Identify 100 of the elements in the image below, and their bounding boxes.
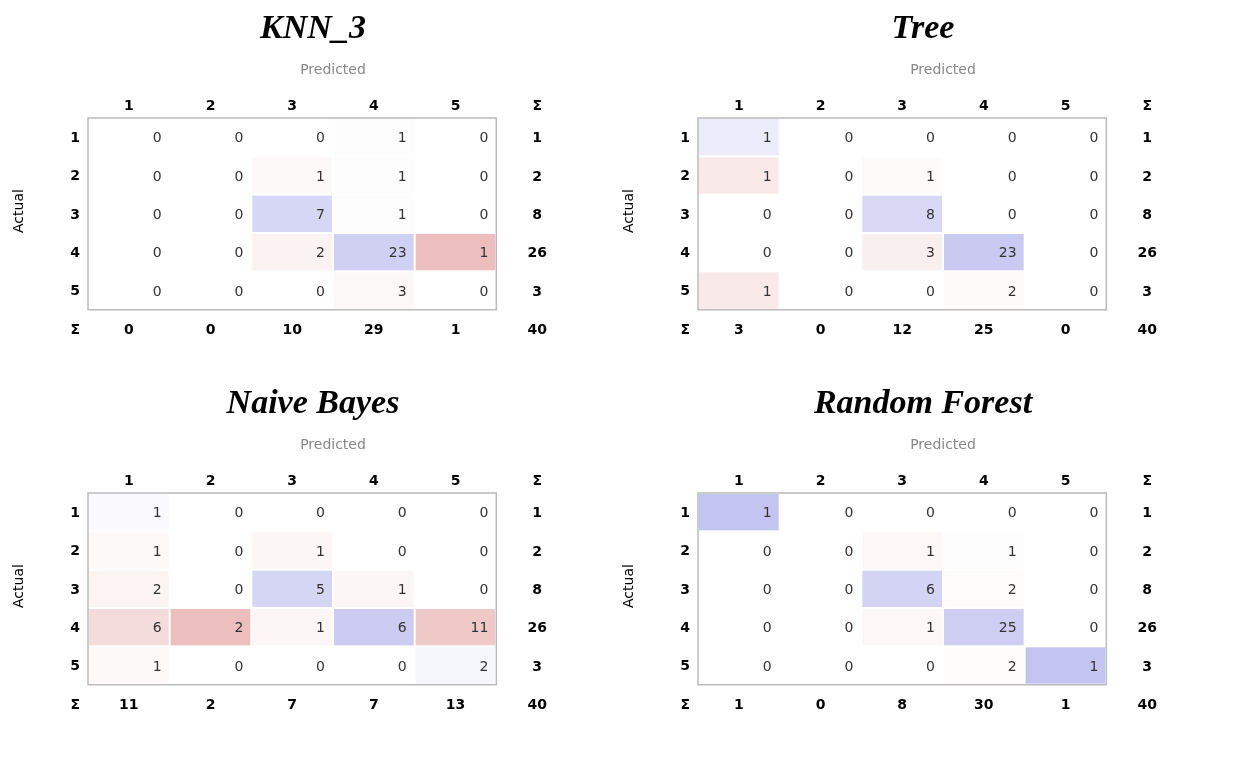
data-label: 6 (152, 619, 162, 636)
data-label: 13 (445, 695, 466, 712)
y-tick-label: Σ (680, 695, 690, 712)
data-label: 0 (1007, 129, 1017, 146)
data-label: 0 (844, 129, 854, 146)
data-label: 1 (1142, 504, 1153, 521)
y-tick-label: 3 (680, 205, 690, 222)
data-label: 0 (152, 205, 162, 222)
data-label: 12 (892, 320, 912, 337)
data-label: 0 (1089, 619, 1099, 636)
data-label: 0 (1089, 580, 1099, 597)
data-label: 0 (1007, 504, 1017, 521)
y-tick-label: Σ (680, 320, 690, 337)
data-label: 1 (1142, 129, 1153, 146)
data-label: 0 (1089, 205, 1099, 222)
data-label: 1 (762, 129, 772, 146)
y-tick-label: 5 (680, 657, 690, 674)
data-label: 1 (532, 129, 543, 146)
data-label: 0 (234, 129, 244, 146)
data-label: 26 (1137, 244, 1157, 261)
data-label: 1 (733, 695, 744, 712)
x-tick-label: 5 (450, 472, 461, 488)
data-label: 2 (205, 695, 216, 712)
data-label: 0 (316, 657, 325, 674)
y-axis-title: Actual (619, 564, 636, 608)
x-tick-label: 2 (205, 472, 216, 488)
data-label: 0 (762, 657, 772, 674)
data-label: 29 (364, 320, 384, 337)
data-label: 5 (316, 580, 325, 597)
data-label: 0 (762, 619, 772, 636)
data-label: 0 (1089, 504, 1099, 521)
data-label: 40 (527, 320, 548, 337)
data-label: 7 (316, 205, 325, 222)
y-tick-label: 2 (680, 542, 690, 559)
data-label: 3 (532, 657, 543, 674)
y-tick-label: 4 (70, 244, 81, 261)
data-label: 0 (234, 657, 244, 674)
data-label: 0 (234, 167, 244, 184)
data-label: 3 (397, 282, 407, 299)
x-tick-label: Σ (532, 472, 542, 488)
data-label: 0 (1089, 244, 1099, 261)
data-label: 2 (479, 657, 489, 674)
x-tick-label: Σ (1142, 97, 1152, 113)
data-label: 0 (762, 580, 772, 597)
data-label: 3 (532, 282, 543, 299)
data-label: 1 (926, 619, 935, 636)
y-tick-label: Σ (70, 320, 80, 337)
data-label: 1 (152, 542, 162, 559)
data-label: 1 (152, 657, 162, 674)
data-label: 0 (479, 205, 489, 222)
x-axis-title: Predicted (910, 435, 976, 452)
data-label: 1 (1007, 542, 1017, 559)
data-label: 0 (926, 657, 935, 674)
x-tick-label: 3 (897, 472, 908, 488)
data-label: 0 (1060, 320, 1071, 337)
data-label: 0 (123, 320, 134, 337)
chart-title: Naive Bayes (225, 383, 401, 422)
data-label: 0 (844, 504, 854, 521)
data-label: 23 (998, 244, 1017, 261)
data-label: 0 (152, 244, 162, 261)
data-label: 1 (397, 167, 407, 184)
chart-title: Tree (890, 8, 956, 47)
data-label: 0 (844, 282, 854, 299)
data-label: 40 (1137, 695, 1158, 712)
data-label: 1 (397, 129, 407, 146)
data-label: 3 (1142, 657, 1153, 674)
data-label: 2 (316, 244, 325, 261)
y-tick-label: 1 (70, 504, 80, 521)
data-label: 0 (1007, 205, 1017, 222)
y-tick-label: Σ (70, 695, 80, 712)
x-tick-label: 3 (287, 97, 298, 113)
x-tick-label: 1 (733, 472, 744, 488)
y-tick-label: 1 (680, 504, 690, 521)
data-label: 2 (1007, 282, 1017, 299)
data-label: 0 (152, 167, 162, 184)
y-tick-label: 5 (70, 657, 80, 674)
y-tick-label: 3 (70, 580, 80, 597)
data-label: 25 (998, 619, 1017, 636)
data-label: 0 (479, 580, 489, 597)
data-label: 6 (926, 580, 936, 597)
data-label: 40 (1137, 320, 1158, 337)
x-tick-label: Σ (1142, 472, 1152, 488)
data-label: 0 (1089, 129, 1099, 146)
data-label: 2 (152, 580, 162, 597)
x-tick-label: 2 (815, 472, 826, 488)
data-label: 2 (532, 167, 543, 184)
data-label: 0 (479, 129, 489, 146)
data-label: 0 (479, 167, 489, 184)
data-label: 0 (316, 129, 325, 146)
data-label: 7 (287, 695, 298, 712)
data-label: 0 (397, 504, 407, 521)
data-label: 1 (316, 542, 325, 559)
data-label: 26 (527, 619, 547, 636)
data-label: 0 (234, 205, 244, 222)
data-label: 0 (479, 504, 489, 521)
y-tick-label: 5 (70, 282, 80, 299)
x-tick-label: 4 (368, 472, 379, 488)
data-label: 1 (762, 282, 772, 299)
data-label: 0 (762, 542, 772, 559)
y-axis-title: Actual (9, 189, 26, 233)
